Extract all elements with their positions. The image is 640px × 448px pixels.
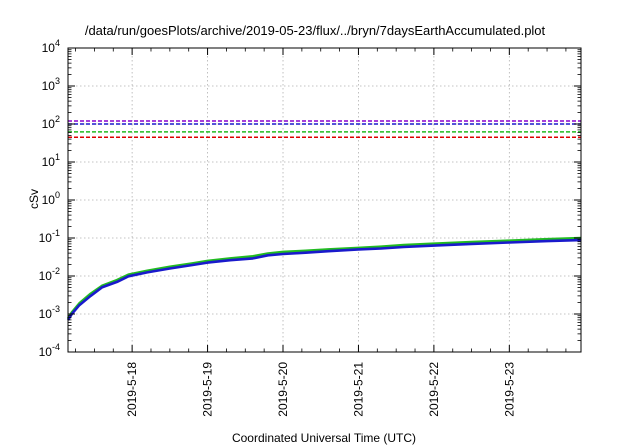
y-tick-label: 102 bbox=[42, 114, 60, 131]
series-line-2 bbox=[66, 238, 582, 321]
y-tick-label: 10-2 bbox=[39, 266, 60, 283]
y-tick-label: 10-1 bbox=[39, 228, 60, 245]
x-tick-label: 2019-5-21 bbox=[351, 362, 365, 417]
x-tick-label: 2019-5-19 bbox=[201, 362, 215, 417]
y-tick-label: 10-4 bbox=[39, 342, 60, 359]
y-tick-label: 100 bbox=[42, 190, 60, 207]
y-tick-label: 103 bbox=[42, 76, 60, 93]
x-tick-label: 2019-5-23 bbox=[502, 362, 516, 417]
x-axis-label: Coordinated Universal Time (UTC) bbox=[232, 431, 416, 445]
x-tick-label: 2019-5-22 bbox=[427, 362, 441, 417]
x-tick-label: 2019-5-20 bbox=[276, 362, 290, 417]
y-axis-label: cSv bbox=[27, 189, 41, 209]
y-tick-label: 10-3 bbox=[39, 304, 60, 321]
grid-lines bbox=[68, 48, 581, 352]
y-tick-labels: 10-4 10-3 10-2 10-1 100 101 102 103 104 bbox=[39, 38, 60, 359]
x-tick-label: 2019-5-18 bbox=[125, 362, 139, 417]
chart-title: /data/run/goesPlots/archive/2019-05-23/f… bbox=[85, 23, 546, 38]
series-line-1 bbox=[66, 236, 582, 320]
y-tick-label: 101 bbox=[42, 152, 60, 169]
series-layer bbox=[66, 120, 582, 321]
y-tick-label: 104 bbox=[42, 38, 60, 55]
tick-marks bbox=[68, 47, 581, 353]
x-tick-labels: 2019-5-18 2019-5-19 2019-5-20 2019-5-21 2019… bbox=[125, 362, 516, 417]
